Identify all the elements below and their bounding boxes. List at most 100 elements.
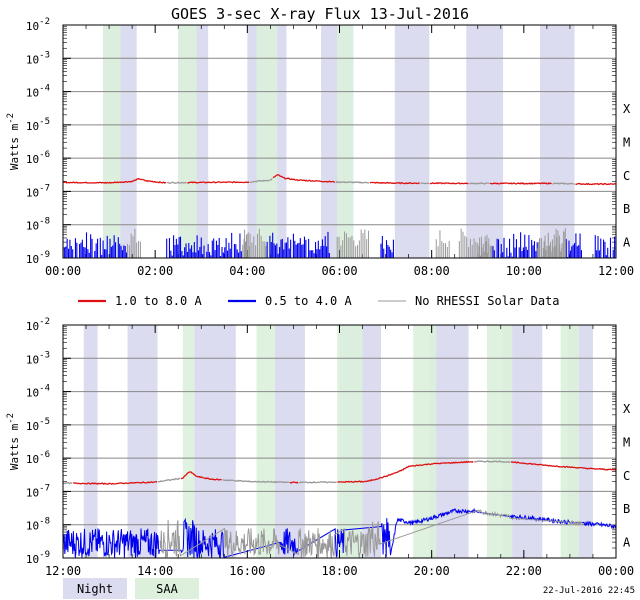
saa-band (413, 325, 437, 558)
flare-class-label: B (623, 202, 630, 216)
night-band (194, 325, 236, 558)
x-tick-label: 00:00 (45, 264, 81, 278)
y-tick-base: 10 (26, 486, 39, 499)
x-tick-label: 02:00 (137, 264, 173, 278)
y-tick-base: 10 (26, 186, 39, 199)
x-tick-label: 14:00 (137, 564, 173, 578)
y-tick-exp: -9 (39, 250, 50, 260)
plot-area (63, 174, 616, 258)
y-tick-exp: -4 (39, 384, 50, 394)
night-legend-label: Night (77, 582, 113, 596)
chart-title: GOES 3-sec X-ray Flux 13-Jul-2016 (171, 5, 469, 23)
y-tick-exp: -2 (39, 317, 50, 327)
x-tick-label: 08:00 (414, 264, 450, 278)
y-tick-base: 10 (26, 453, 39, 466)
long-channel-no-rhessi (166, 178, 575, 185)
long-channel-line (63, 174, 616, 186)
x-tick-label: 16:00 (229, 564, 265, 578)
y-tick-base: 10 (26, 320, 39, 333)
saa-band (256, 25, 278, 258)
saa-band (103, 25, 121, 258)
night-band (539, 25, 575, 258)
x-tick-label: 04:00 (229, 264, 265, 278)
y-axis-label-sup: -2 (6, 413, 16, 424)
x-tick-label: 18:00 (321, 564, 357, 578)
series-legend: 1.0 to 8.0 A 0.5 to 4.0 A No RHESSI Solar … (78, 294, 560, 308)
y-tick-label: 10-8 (26, 517, 50, 533)
plot-frame (62, 324, 617, 559)
y-tick-base: 10 (26, 553, 39, 566)
plot-area (63, 460, 616, 558)
flare-class-label: A (623, 535, 631, 549)
short-channel-line (63, 507, 616, 558)
x-tick-label: 00:00 (598, 564, 634, 578)
y-tick-base: 10 (26, 120, 39, 133)
y-tick-label: 10-2 (26, 317, 50, 333)
y-tick-exp: -9 (39, 550, 50, 560)
y-tick-exp: -8 (39, 217, 50, 227)
x-tick-label: 10:00 (506, 264, 542, 278)
y-tick-label: 10-3 (26, 350, 50, 366)
y-tick-exp: -2 (39, 17, 50, 27)
flare-class-label: A (623, 235, 631, 249)
legend-label: No RHESSI Solar Data (415, 294, 560, 308)
night-band (83, 325, 98, 558)
night-band (466, 25, 504, 258)
flare-class-label: M (623, 436, 630, 450)
y-tick-label: 10-3 (26, 50, 50, 66)
y-axis-label: Watts m-2 (6, 413, 21, 470)
x-tick-label: 06:00 (321, 264, 357, 278)
y-tick-base: 10 (26, 20, 39, 33)
flare-class-label: B (623, 502, 630, 516)
y-tick-label: 10-9 (26, 250, 50, 266)
y-tick-exp: -8 (39, 517, 50, 527)
y-tick-label: 10-5 (26, 117, 50, 133)
y-tick-base: 10 (26, 220, 39, 233)
long-channel-no-rhessi (63, 460, 511, 485)
y-tick-exp: -3 (39, 350, 50, 360)
y-tick-base: 10 (26, 53, 39, 66)
y-tick-exp: -4 (39, 84, 50, 94)
saa-band (337, 25, 354, 258)
x-tick-label: 12:00 (598, 264, 634, 278)
flare-class-label: X (623, 102, 631, 116)
y-tick-base: 10 (26, 87, 39, 100)
y-tick-base: 10 (26, 387, 39, 400)
y-tick-base: 10 (26, 420, 39, 433)
saa-band (178, 25, 197, 258)
saa-legend-swatch (135, 578, 199, 599)
y-tick-label: 10-4 (26, 384, 50, 400)
legend-label: 1.0 to 8.0 A (115, 294, 202, 308)
y-tick-exp: -5 (39, 117, 50, 127)
bottom-panel: 10-210-310-410-510-610-710-810-9XMCBAWat… (6, 317, 634, 578)
saa-band (486, 325, 513, 558)
y-tick-base: 10 (26, 353, 39, 366)
y-tick-label: 10-7 (26, 183, 50, 199)
night-legend-swatch (63, 578, 127, 599)
y-tick-label: 10-6 (26, 150, 50, 166)
y-tick-label: 10-9 (26, 550, 50, 566)
y-tick-label: 10-7 (26, 483, 50, 499)
flare-class-label: C (623, 169, 630, 183)
flare-class-label: C (623, 469, 630, 483)
night-band (274, 325, 305, 558)
y-tick-exp: -6 (39, 150, 50, 160)
y-tick-base: 10 (26, 253, 39, 266)
y-tick-base: 10 (26, 153, 39, 166)
x-tick-label: 20:00 (414, 564, 450, 578)
y-tick-label: 10-8 (26, 217, 50, 233)
y-tick-label: 10-4 (26, 84, 50, 100)
saa-band (256, 325, 275, 558)
x-tick-label: 12:00 (45, 564, 81, 578)
long-channel-line (73, 460, 616, 485)
plot-frame (62, 24, 617, 259)
short-channel-no-rhessi (159, 509, 584, 558)
y-axis-label-sup: -2 (6, 113, 16, 124)
y-tick-base: 10 (26, 520, 39, 533)
footer-timestamp: 22-Jul-2016 22:45 (543, 586, 635, 596)
night-band (394, 25, 430, 258)
flare-class-label: M (623, 136, 630, 150)
top-panel: 10-210-310-410-510-610-710-810-9XMCBAWat… (6, 17, 634, 278)
y-axis-label-main: Watts m (8, 123, 21, 170)
